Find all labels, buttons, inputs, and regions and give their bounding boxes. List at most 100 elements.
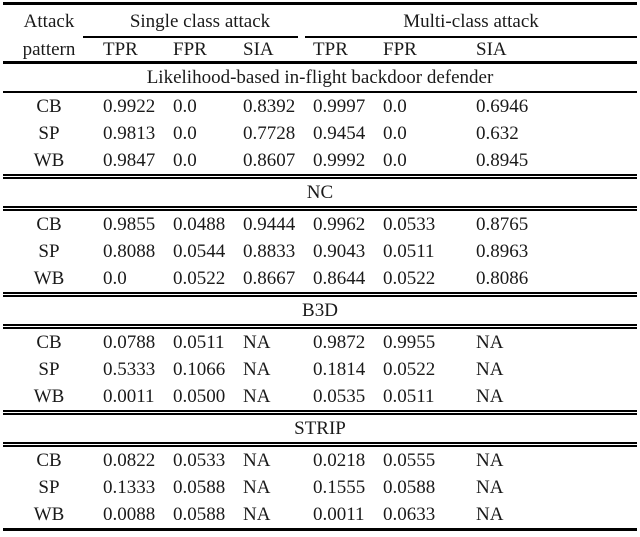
value-cell: 0.8086 bbox=[476, 267, 529, 289]
value-cell: 0.9955 bbox=[383, 331, 436, 353]
value-cell: NA bbox=[243, 476, 271, 498]
value-cell: 0.6946 bbox=[476, 95, 529, 117]
attack-pattern-cell: CB bbox=[36, 449, 62, 471]
value-cell: 0.0011 bbox=[103, 385, 155, 407]
value-cell: 0.0 bbox=[383, 95, 407, 117]
attack-pattern-cell: WB bbox=[33, 385, 65, 407]
value-cell: 0.8667 bbox=[243, 267, 296, 289]
value-cell: 0.0500 bbox=[173, 385, 226, 407]
value-cell: 0.0522 bbox=[173, 267, 226, 289]
value-cell: 0.5333 bbox=[103, 358, 156, 380]
value-cell: NA bbox=[243, 503, 271, 525]
value-cell: 0.9043 bbox=[313, 240, 366, 262]
col-header-sia-multi: SIA bbox=[468, 38, 638, 64]
group-header-single-class-attack: Single class attack bbox=[82, 4, 305, 39]
section-title: STRIP bbox=[294, 417, 346, 439]
table-row: SP 0.5333 0.1066 NA 0.1814 0.0522 NA bbox=[3, 356, 637, 383]
attack-pattern-cell: WB bbox=[33, 267, 65, 289]
value-cell: 0.0511 bbox=[383, 385, 435, 407]
value-cell: NA bbox=[476, 503, 504, 525]
value-cell: 0.0555 bbox=[383, 449, 436, 471]
value-cell: NA bbox=[476, 476, 504, 498]
attack-pattern-cell: SP bbox=[38, 358, 60, 380]
section-title-row: Likelihood-based in-flight backdoor defe… bbox=[3, 62, 638, 93]
table-row: CB 0.9922 0.0 0.8392 0.9997 0.0 0.6946 bbox=[3, 92, 637, 120]
value-cell: 0.0 bbox=[383, 122, 407, 144]
value-cell: 0.8765 bbox=[476, 213, 529, 235]
value-cell: 0.8963 bbox=[476, 240, 529, 262]
section-divider-double-rule bbox=[3, 174, 638, 179]
table-row: CB 0.0822 0.0533 NA 0.0218 0.0555 NA bbox=[3, 446, 637, 474]
value-cell: 0.9454 bbox=[313, 122, 366, 144]
value-cell: 0.0544 bbox=[173, 240, 226, 262]
value-cell: NA bbox=[243, 331, 271, 353]
value-cell: 0.9922 bbox=[103, 95, 156, 117]
results-table: Attack Single class attack Multi-class a… bbox=[3, 2, 638, 532]
section-title: Likelihood-based in-flight backdoor defe… bbox=[3, 62, 638, 93]
value-cell: 0.0588 bbox=[173, 476, 226, 498]
value-cell: 0.9444 bbox=[243, 213, 296, 235]
value-cell: 0.0522 bbox=[383, 267, 436, 289]
value-cell: 0.9992 bbox=[313, 149, 366, 171]
table-row: WB 0.0011 0.0500 NA 0.0535 0.0511 NA bbox=[3, 383, 637, 411]
value-cell: 0.9813 bbox=[103, 122, 156, 144]
value-cell: NA bbox=[243, 449, 271, 471]
value-cell: 0.8833 bbox=[243, 240, 296, 262]
value-cell: NA bbox=[476, 449, 504, 471]
value-cell: 0.0511 bbox=[383, 240, 435, 262]
value-cell: 0.0088 bbox=[103, 503, 156, 525]
value-cell: 0.0533 bbox=[173, 449, 226, 471]
col-header-sia-single: SIA bbox=[235, 38, 306, 64]
value-cell: 0.9997 bbox=[313, 95, 366, 117]
double-rule bbox=[3, 206, 638, 211]
attack-pattern-cell: CB bbox=[36, 213, 62, 235]
value-cell: 0.0588 bbox=[173, 503, 226, 525]
value-cell: 0.8945 bbox=[476, 149, 529, 171]
value-cell: 0.0633 bbox=[383, 503, 436, 525]
double-rule bbox=[3, 442, 638, 447]
value-cell: 0.0 bbox=[173, 95, 197, 117]
attack-pattern-cell: WB bbox=[33, 503, 65, 525]
col-header-fpr-single: FPR bbox=[165, 38, 235, 64]
value-cell: 0.8607 bbox=[243, 149, 296, 171]
value-cell: NA bbox=[476, 331, 504, 353]
value-cell: 0.8392 bbox=[243, 95, 296, 117]
table-row: CB 0.9855 0.0488 0.9444 0.9962 0.0533 0.8765 bbox=[3, 210, 637, 238]
value-cell: 0.8088 bbox=[103, 240, 156, 262]
value-cell: 0.0218 bbox=[313, 449, 366, 471]
attack-pattern-cell: WB bbox=[33, 149, 65, 171]
value-cell: 0.0 bbox=[173, 122, 197, 144]
double-rule bbox=[3, 174, 638, 179]
table-row: WB 0.0 0.0522 0.8667 0.8644 0.0522 0.8086 bbox=[3, 265, 637, 293]
value-cell: 0.0 bbox=[103, 267, 127, 289]
section-divider-double-rule bbox=[3, 442, 638, 447]
value-cell: 0.7728 bbox=[243, 122, 296, 144]
section-divider-double-rule bbox=[3, 206, 638, 211]
attack-pattern-cell: CB bbox=[36, 95, 62, 117]
value-cell: NA bbox=[243, 385, 271, 407]
col-header-tpr-single: TPR bbox=[95, 38, 165, 64]
col-header-tpr-multi: TPR bbox=[305, 38, 376, 64]
value-cell: 0.0588 bbox=[383, 476, 436, 498]
section-title-row: STRIP bbox=[3, 414, 637, 443]
value-cell: NA bbox=[476, 358, 504, 380]
attack-pattern-cell: SP bbox=[38, 240, 60, 262]
value-cell: 0.1555 bbox=[313, 476, 366, 498]
value-cell: 0.0511 bbox=[173, 331, 225, 353]
section-divider-double-rule bbox=[3, 410, 638, 415]
table-bottom-rule-row bbox=[3, 528, 638, 532]
value-cell: NA bbox=[476, 385, 504, 407]
attack-pattern-cell: SP bbox=[38, 476, 60, 498]
value-cell: 0.0 bbox=[173, 149, 197, 171]
value-cell: 0.8644 bbox=[313, 267, 366, 289]
value-cell: 0.9847 bbox=[103, 149, 156, 171]
col-header-fpr-multi: FPR bbox=[375, 38, 469, 64]
group-header-multi-class-attack: Multi-class attack bbox=[305, 4, 638, 39]
value-cell: 0.0535 bbox=[313, 385, 366, 407]
value-cell: 0.0011 bbox=[313, 503, 365, 525]
value-cell: 0.0822 bbox=[103, 449, 156, 471]
section-divider-double-rule bbox=[3, 324, 638, 329]
table-header: Attack Single class attack Multi-class a… bbox=[3, 4, 638, 64]
double-rule bbox=[3, 410, 638, 415]
attack-pattern-cell: CB bbox=[36, 331, 62, 353]
